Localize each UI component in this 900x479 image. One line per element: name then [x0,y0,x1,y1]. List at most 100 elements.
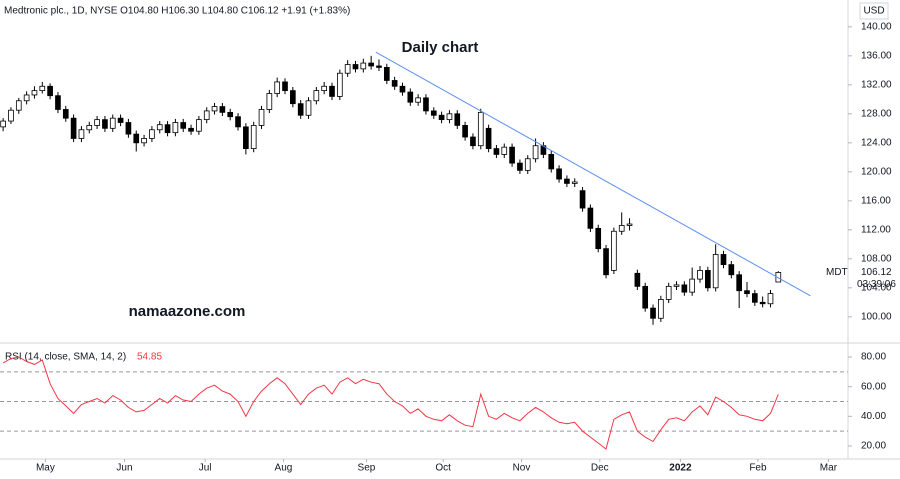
candle-body [611,230,617,271]
y-tick-label: 100.00 [861,311,892,322]
currency-box [859,2,889,20]
candle-body [744,290,750,295]
y-tick-label: 104.00 [861,282,892,293]
candle-body [517,162,523,171]
candle-body [665,285,672,300]
candle-body [243,126,249,150]
candle-body [156,124,163,131]
candle-body [642,285,649,309]
candle-body [587,207,594,229]
y-tick-label: 108.00 [861,253,892,264]
candle-body [188,127,194,132]
candle-body [125,122,132,135]
x-tick-label: Mar [820,463,838,474]
candle-body [164,124,171,134]
candle-body [399,85,406,93]
candle-body [344,64,351,74]
candle-body [368,62,374,67]
candle-body [62,109,69,119]
candle-body [407,91,414,103]
candle-body [705,270,711,289]
candle-body [196,119,202,132]
candle-body [454,113,461,126]
candle-body [180,122,187,129]
annotation: namaazone.com [129,303,246,320]
candle-body [141,138,147,144]
candle-body [94,119,100,126]
x-tick-label: Nov [513,463,531,474]
candle-body [626,223,633,226]
rsi-y-tick-label: 60.00 [861,381,886,392]
candle-body [336,72,343,97]
candle-body [532,145,539,160]
candle-body [282,81,288,92]
candle-body [579,190,586,209]
candle-body [673,284,680,287]
candle-body [376,65,382,68]
candle-body [564,178,570,184]
candle-body [493,148,500,155]
candle-body [55,95,61,110]
candle-body [297,103,304,116]
candle-body [767,293,774,305]
rsi-last-value: 54.85 [137,352,162,363]
candle-body [102,119,108,129]
x-tick-label: Dec [591,463,609,474]
candle-body [446,113,453,121]
candle-body [736,274,742,292]
y-tick-label: 116.00 [861,195,891,206]
x-tick-label: Sep [358,463,376,474]
candle-body [211,106,218,112]
candle-body [78,129,85,139]
candle-body [258,109,265,126]
y-tick-label: 132.00 [861,79,892,90]
candle-body [697,270,703,280]
candle-body [274,81,281,94]
candle-body [485,127,492,150]
candle-body [149,129,155,139]
candle-body [235,116,241,128]
rsi-y-tick-label: 80.00 [861,352,886,363]
candle-body [430,110,437,116]
candle-body [689,278,696,293]
candle-body [219,106,226,113]
last-price-label: 106.12 [861,267,892,278]
rsi-y-tick-label: 20.00 [861,441,886,452]
candle-body [681,284,688,293]
candle-body [133,133,140,144]
candle-body [618,225,625,232]
rsi-name: RSI (14, close, SMA, 14, 2) [5,352,126,363]
candle-body [595,227,602,250]
y-tick-label: 120.00 [861,166,892,177]
x-tick-label: Aug [275,463,293,474]
candle-body [321,85,327,92]
candle-body [313,90,320,102]
chart-title: Medtronic plc., 1D, NYSE O104.80 H106.30… [4,6,350,17]
candle-body [759,301,766,305]
candle-body [501,146,508,155]
candle-body [39,85,46,92]
candle-body [603,248,609,276]
candle-body [172,122,179,134]
candle-body [391,80,398,87]
candle-body [227,111,234,118]
candle-body [524,158,531,171]
candle-body [571,181,578,184]
candle-body [415,97,421,103]
candle-body [462,125,468,138]
candle-body [23,94,30,102]
candle-body [658,299,664,319]
candle-body [438,114,445,121]
candle-body [509,146,515,164]
candle-body [109,117,116,129]
candle-body [86,125,93,131]
candle-body [31,90,38,96]
rsi-y-tick-label: 40.00 [861,411,886,422]
candle-body [329,85,335,97]
candle-body [477,111,484,147]
candle-body [556,168,562,180]
y-tick-label: 136.00 [861,50,892,61]
candle-body [634,272,641,287]
trend-line [375,51,811,297]
x-tick-label: Feb [749,463,767,474]
